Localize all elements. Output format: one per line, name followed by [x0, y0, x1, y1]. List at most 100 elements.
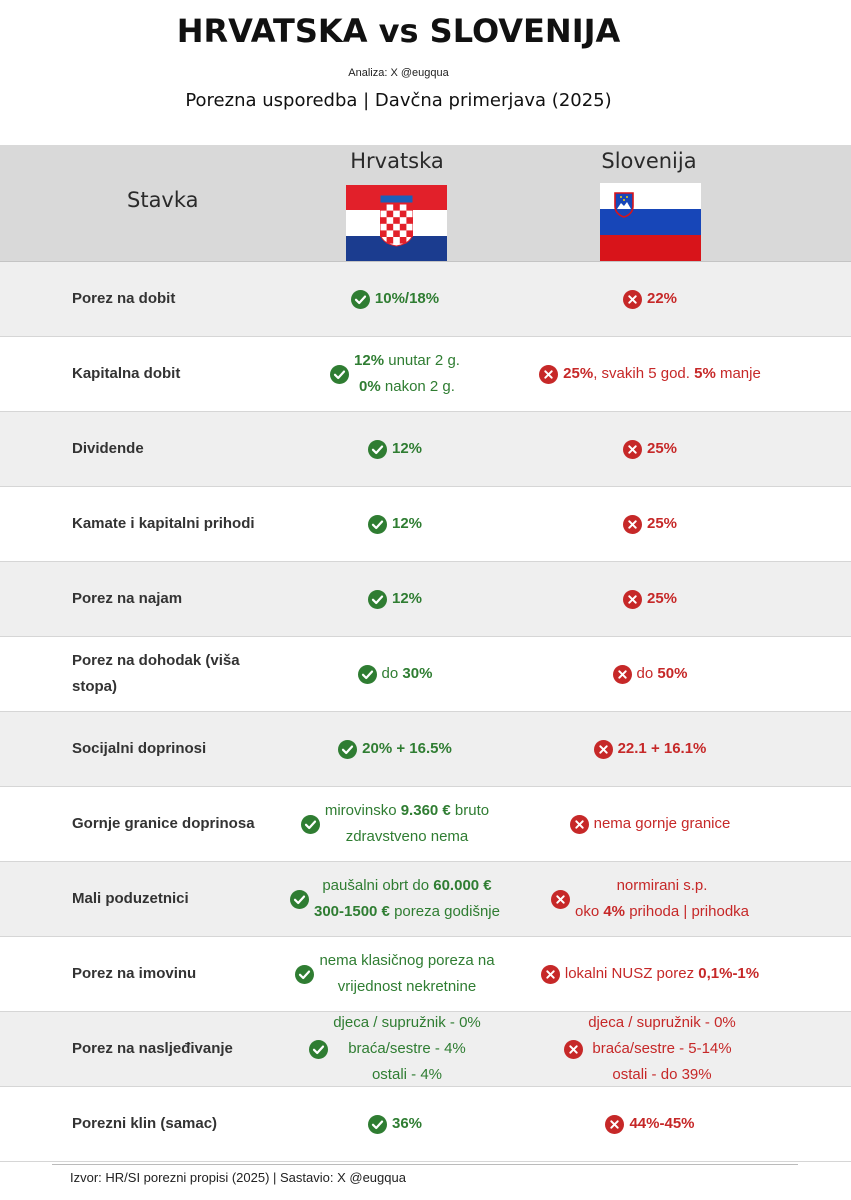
x-circle-icon: [593, 739, 613, 759]
hr-value-text: 12%: [391, 440, 423, 457]
hr-value-cell: paušalni obrt do 60.000 €300-1500 € pore…: [265, 862, 525, 936]
row-label: Gornje granice doprinosa: [72, 815, 255, 832]
hr-value-text: 12%: [391, 590, 423, 607]
hr-value-text: nema klasičnog poreza na vrijednost nekre…: [319, 952, 495, 995]
row-label: Porez na dobit: [72, 290, 176, 307]
row-label: Porezni klin (samac): [72, 1115, 218, 1132]
row-label: Dividende: [72, 440, 144, 457]
hr-value-text: paušalni obrt do 60.000 €300-1500 € pore…: [314, 877, 500, 920]
table-row: Porez na dohodak (viša stopa) do 30% do 50…: [0, 637, 851, 712]
row-label: Porez na dohodak (viša stopa): [72, 652, 240, 695]
table-row: Porez na dobit 10%/18% 22%: [0, 262, 851, 337]
footer-source: Izvor: HR/SI porezni propisi (2025) | Sa…: [70, 1170, 406, 1185]
x-circle-icon: [564, 1039, 584, 1059]
si-value-text: 44%-45%: [629, 1115, 695, 1132]
table-row: Porez na imovinu nema klasičnog poreza na…: [0, 937, 851, 1012]
table-row: Kamate i kapitalni prihodi 12% 25%: [0, 487, 851, 562]
si-value-text: 25%, svakih 5 god. 5% manje: [563, 365, 761, 382]
si-value-text: 25%: [646, 515, 678, 532]
hr-value-text: djeca / supružnik - 0% braća/sestre - 4% o…: [333, 1014, 481, 1083]
check-circle-icon: [300, 814, 320, 834]
x-circle-icon: [539, 364, 559, 384]
si-value-cell: 25%: [510, 412, 790, 486]
x-circle-icon: [622, 439, 642, 459]
x-circle-icon: [622, 289, 642, 309]
row-label: Porez na najam: [72, 590, 183, 607]
row-label: Kapitalna dobit: [72, 365, 181, 382]
si-value-text: 25%: [646, 590, 678, 607]
si-value-text: lokalni NUSZ porez 0,1%-1%: [564, 965, 760, 982]
si-value-cell: 22.1 + 16.1%: [510, 712, 790, 786]
hr-value-cell: 12% unutar 2 g. 0% nakon 2 g.: [265, 337, 525, 411]
si-value-cell: 25%, svakih 5 god. 5% manje: [510, 337, 790, 411]
check-circle-icon: [295, 964, 315, 984]
si-value-cell: 25%: [510, 562, 790, 636]
table-row: Mali poduzetnici paušalni obrt do 60.000 …: [0, 862, 851, 937]
x-circle-icon: [622, 589, 642, 609]
hr-value-text: 36%: [391, 1115, 423, 1132]
check-circle-icon: [330, 364, 350, 384]
hr-value-text: 12%: [391, 515, 423, 532]
hr-value-cell: 10%/18%: [265, 262, 525, 336]
si-value-text: 22%: [646, 290, 678, 307]
row-label: Socijalni doprinosi: [72, 740, 207, 757]
x-circle-icon: [622, 514, 642, 534]
si-value-cell: lokalni NUSZ porez 0,1%-1%: [510, 937, 790, 1011]
row-label: Kamate i kapitalni prihodi: [72, 515, 255, 532]
hr-value-text: mirovinsko 9.360 € bruto zdravstveno nema: [324, 802, 490, 845]
hr-value-cell: nema klasičnog poreza na vrijednost nekre…: [265, 937, 525, 1011]
si-value-text: normirani s.p. oko 4% prihoda | prihodka: [574, 877, 750, 920]
table-row: Porez na nasljeđivanje djeca / supružnik …: [0, 1012, 851, 1087]
footer-divider: [52, 1164, 798, 1165]
si-value-cell: 44%-45%: [510, 1087, 790, 1161]
row-label: Mali poduzetnici: [72, 890, 189, 907]
column-header-item: Stavka: [127, 188, 199, 212]
si-value-text: do 50%: [636, 665, 688, 682]
hr-value-cell: mirovinsko 9.360 € bruto zdravstveno nema: [265, 787, 525, 861]
si-value-cell: nema gornje granice: [510, 787, 790, 861]
table-row: Porezni klin (samac) 36% 44%-45%: [0, 1087, 851, 1162]
table-row: Dividende 12% 25%: [0, 412, 851, 487]
row-label: Porez na imovinu: [72, 965, 197, 982]
si-value-cell: normirani s.p. oko 4% prihoda | prihodka: [510, 862, 790, 936]
slovenia-flag-icon: [600, 183, 701, 261]
x-circle-icon: [612, 664, 632, 684]
check-circle-icon: [338, 739, 358, 759]
check-circle-icon: [350, 289, 370, 309]
si-value-cell: djeca / supružnik - 0% braća/sestre - 5-1…: [510, 1012, 790, 1086]
x-circle-icon: [540, 964, 560, 984]
check-circle-icon: [367, 1114, 387, 1134]
column-header-si: Slovenija: [601, 149, 697, 173]
check-circle-icon: [367, 514, 387, 534]
hr-value-cell: djeca / supružnik - 0% braća/sestre - 4% o…: [265, 1012, 525, 1086]
check-circle-icon: [357, 664, 377, 684]
si-value-text: 25%: [646, 440, 678, 457]
hr-value-text: 10%/18%: [374, 290, 440, 307]
row-label: Porez na nasljeđivanje: [72, 1040, 233, 1057]
x-circle-icon: [605, 1114, 625, 1134]
hr-value-cell: 12%: [265, 412, 525, 486]
check-circle-icon: [290, 889, 309, 909]
croatia-flag-icon: [346, 185, 447, 261]
table-row: Porez na najam 12% 25%: [0, 562, 851, 637]
hr-value-text: 20% + 16.5%: [362, 740, 452, 757]
hr-value-cell: do 30%: [265, 637, 525, 711]
si-value-text: nema gornje granice: [593, 815, 731, 832]
table-header: Stavka Hrvatska Slovenija: [0, 145, 851, 262]
page-subtitle: Porezna usporedba | Davčna primerjava (2…: [185, 90, 612, 111]
author-credit: Analiza: X @eugqua: [348, 67, 449, 79]
si-value-cell: do 50%: [510, 637, 790, 711]
hr-value-cell: 20% + 16.5%: [265, 712, 525, 786]
column-header-hr: Hrvatska: [350, 149, 444, 173]
si-value-text: djeca / supružnik - 0% braća/sestre - 5-1…: [588, 1014, 736, 1083]
check-circle-icon: [367, 589, 387, 609]
check-circle-icon: [309, 1039, 329, 1059]
table-row: Gornje granice doprinosa mirovinsko 9.360…: [0, 787, 851, 862]
table-row: Socijalni doprinosi 20% + 16.5% 22.1 + 16.…: [0, 712, 851, 787]
check-circle-icon: [367, 439, 387, 459]
hr-value-cell: 12%: [265, 487, 525, 561]
si-value-cell: 25%: [510, 487, 790, 561]
si-value-text: 22.1 + 16.1%: [617, 740, 707, 757]
comparison-table: Porez na dobit 10%/18% 22% Kapitalna dobit 1…: [0, 262, 851, 1162]
si-value-cell: 22%: [510, 262, 790, 336]
